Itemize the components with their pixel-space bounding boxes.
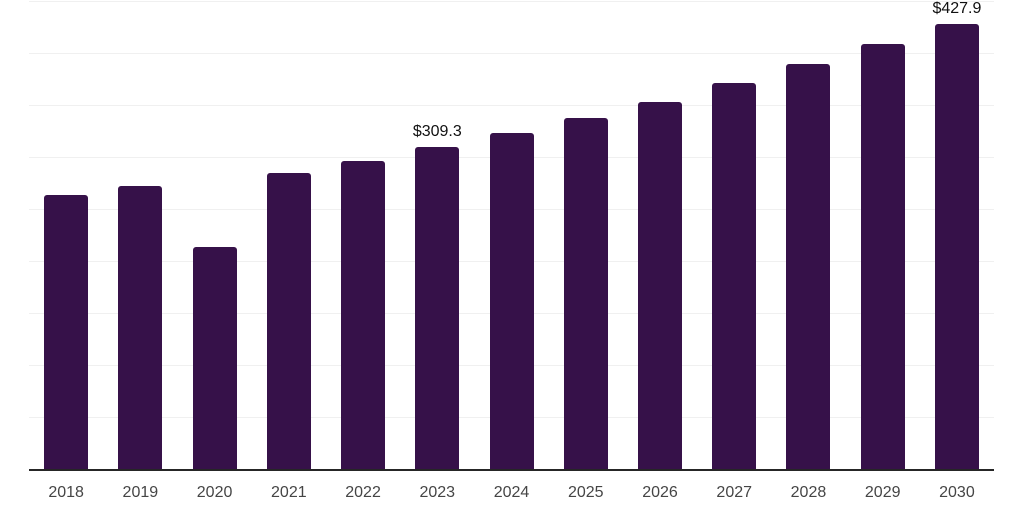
bar-2023 — [415, 147, 460, 469]
x-tick-2019: 2019 — [122, 484, 159, 501]
x-axis-line — [29, 469, 994, 471]
bar-2024 — [489, 132, 534, 469]
bars-row: $309.3 $427.9 — [29, 0, 994, 469]
plot-area: $309.3 $427.9 — [29, 0, 994, 471]
bar-band-2018 — [29, 0, 103, 469]
x-tick-2024: 2024 — [493, 484, 530, 501]
bar-2028 — [786, 63, 831, 469]
bar-2026 — [637, 101, 682, 469]
bar-band-2025 — [549, 0, 623, 469]
bar-2030 — [934, 23, 979, 469]
x-tick-2029: 2029 — [864, 484, 901, 501]
bar-2027 — [712, 82, 757, 469]
bar-2029 — [860, 44, 905, 469]
x-tick-2018: 2018 — [48, 484, 84, 501]
gridline — [29, 105, 994, 106]
x-tick-2023: 2023 — [419, 484, 456, 501]
bar-2021 — [266, 172, 311, 469]
bar-band-2026 — [623, 0, 697, 469]
bar-2022 — [341, 160, 386, 469]
x-tick-2026: 2026 — [642, 484, 678, 501]
bar-band-2028 — [771, 0, 845, 469]
bar-band-2029 — [846, 0, 920, 469]
bar-band-2024 — [474, 0, 548, 469]
bar-band-2022 — [326, 0, 400, 469]
bar-band-2023: $309.3 — [400, 0, 474, 469]
x-tick-2030: 2030 — [939, 484, 975, 501]
x-tick-2027: 2027 — [716, 484, 753, 501]
bar-2025 — [563, 117, 608, 469]
gridline — [29, 1, 994, 2]
gridline — [29, 53, 994, 54]
bar-band-2030: $427.9 — [920, 0, 994, 469]
bar-band-2020 — [177, 0, 251, 469]
x-tick-2022: 2022 — [345, 484, 381, 501]
x-tick-2020: 2020 — [196, 484, 233, 501]
data-label-2023: $309.3 — [412, 123, 462, 141]
bar-band-2019 — [103, 0, 177, 469]
x-tick-2028: 2028 — [790, 484, 827, 501]
bar-2018 — [44, 194, 89, 469]
x-tick-2025: 2025 — [567, 484, 604, 501]
bar-band-2027 — [697, 0, 771, 469]
data-label-2030: $427.9 — [932, 0, 982, 17]
bar-2019 — [118, 185, 163, 469]
x-axis-labels: 2018 2019 2020 2021 2022 2023 2024 2025 2026 2027… — [29, 484, 994, 502]
x-tick-2021: 2021 — [271, 484, 307, 501]
bar-2020 — [192, 247, 237, 469]
bar-band-2021 — [252, 0, 326, 469]
